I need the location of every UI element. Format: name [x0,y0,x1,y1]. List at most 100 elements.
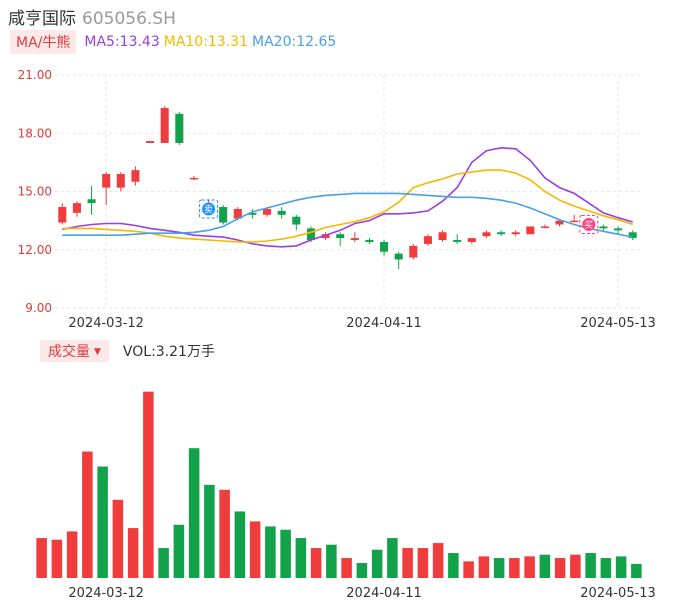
volume-value: VOL:3.21万手 [122,344,215,360]
candle-body [409,245,418,258]
stock-name: 咸亨国际 [8,9,76,29]
volume-bar [371,549,383,578]
stock-title: 咸亨国际 605056.SH [8,4,176,29]
ma10-line [62,169,633,243]
candle-body [233,208,242,219]
volume-bar [188,448,200,578]
buy-marker-icon[interactable]: 买 [579,215,599,235]
candle-body [72,203,81,213]
volume-bar [143,391,154,578]
candle-body [58,207,67,223]
x-tick-label: 2024-03-12 [68,586,144,601]
volume-bar [127,528,139,578]
candle [292,214,301,231]
ma20-line [62,192,633,238]
candle [394,251,403,270]
candle [175,111,184,145]
candle-body [628,232,637,239]
candle-body [540,226,549,228]
sell-marker-icon[interactable]: 卖 [199,199,219,219]
dropdown-caret-icon: ▼ [94,347,101,357]
y-tick-label: 21.00 [18,68,52,82]
volume-bar [524,556,535,578]
volume-bar [554,558,566,578]
candle-body [526,226,535,235]
candle-body [467,238,476,242]
candle-body [277,210,286,215]
candle-body [350,238,359,241]
candle [599,224,608,231]
candle [497,230,506,237]
ma-indicator-selector[interactable]: MA/牛熊 [10,30,77,54]
candle-body [570,220,579,223]
marker-frame [199,199,219,219]
candle [321,232,330,241]
volume-bar [341,558,352,578]
ma5-line [62,146,633,248]
candle [555,220,564,227]
candle [453,234,462,244]
candle-body [423,236,432,244]
volume-bar [631,563,642,578]
candle-body [321,234,330,239]
stock-code: 605056.SH [82,9,176,29]
candlestick-chart[interactable]: 21.00 18.00 15.00 12.00 9.00 2024-03-12 2024-0… [0,0,686,335]
candle [248,208,257,219]
ma5-label: MA5:13.43 [84,34,160,50]
candle [116,172,125,192]
y-tick-label: 15.00 [18,185,52,199]
candle [277,207,286,219]
candle [87,185,96,215]
candle-body [189,177,198,180]
candle [423,234,432,246]
volume-indicator-label: 成交量 [48,344,90,360]
candle [365,238,374,244]
marker-dot [582,218,596,232]
candle [467,238,476,244]
volume-bar [97,466,108,578]
candle [58,203,67,225]
candle-body [438,232,447,241]
volume-bar [280,529,291,578]
candle [482,230,491,239]
candle-body [614,228,623,231]
marker-text: 买 [584,220,593,231]
candle-body [306,228,315,241]
candle-body [394,253,403,260]
volume-bar [585,553,596,578]
volume-bar [158,548,169,578]
volume-bar [493,558,505,578]
volume-indicator-selector[interactable]: 成交量 ▼ [40,340,109,362]
volume-legend: 成交量 ▼ VOL:3.21万手 [40,340,215,362]
volume-bar [478,556,490,578]
y-tick-label: 12.00 [18,243,52,257]
candle-body [599,226,608,229]
x-tick-label: 2024-05-13 [580,586,656,601]
x-tick-label: 2024-04-11 [346,316,422,331]
x-tick-label: 2024-05-13 [580,316,656,331]
volume-bar [402,548,413,578]
volume-bar [509,558,520,578]
candle [438,230,447,242]
candle-body [146,141,155,143]
volume-bar [173,524,185,578]
candle [72,201,81,217]
volume-bar [326,544,337,578]
candle [350,232,359,242]
volume-bar [615,556,627,578]
volume-bar [432,543,444,578]
volume-bar [265,526,276,578]
y-tick-label: 18.00 [18,126,52,140]
volume-bar [112,499,124,578]
volume-bar [570,554,581,578]
x-tick-label: 2024-04-11 [346,586,422,601]
candle [102,172,111,206]
volume-bar [356,563,368,578]
candle-body [160,108,169,143]
candle-body [365,240,374,242]
candle [628,230,637,241]
candle-body [175,113,184,143]
volume-bar [219,489,230,578]
candle [614,226,623,235]
candle-body [263,208,272,215]
